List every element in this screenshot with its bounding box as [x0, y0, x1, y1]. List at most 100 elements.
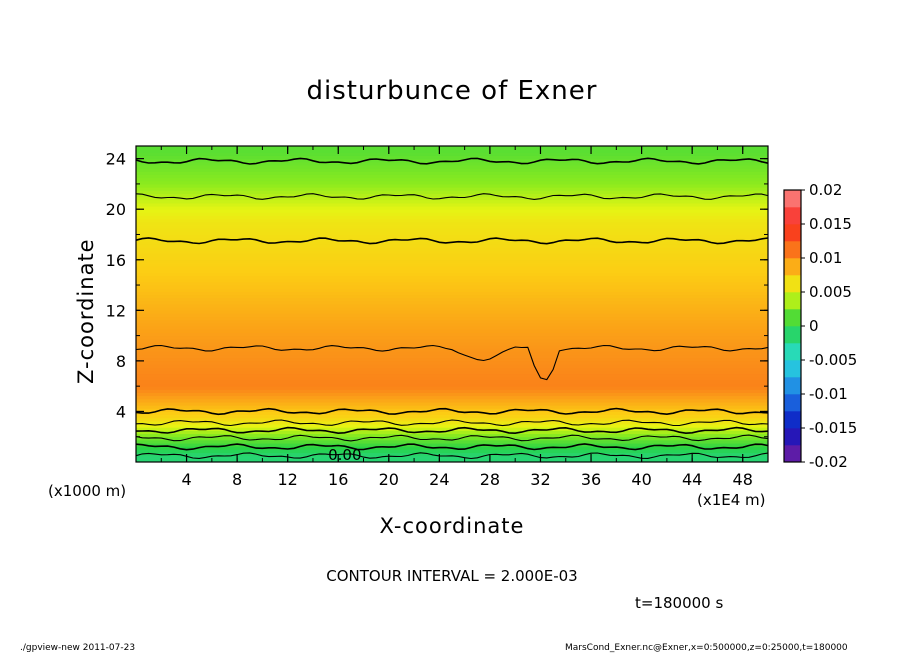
contour-line	[135, 237, 769, 245]
colorbar-segment	[784, 411, 801, 429]
colorbar-segment	[784, 428, 801, 446]
field-band	[136, 310, 768, 314]
y-tick-label: 4	[116, 402, 126, 421]
field-band	[136, 256, 768, 261]
field-band	[136, 146, 768, 150]
field-band	[136, 168, 768, 172]
field-band	[136, 376, 768, 381]
field-band	[136, 266, 768, 270]
field-band	[136, 149, 768, 153]
field-band	[136, 345, 768, 349]
field-band	[136, 313, 768, 318]
contour-interval-text: CONTOUR INTERVAL = 2.000E-03	[326, 567, 578, 585]
x-tick-label: 24	[429, 470, 449, 489]
field-band	[136, 424, 768, 428]
colorbar-label: 0.015	[809, 215, 852, 233]
field-band	[136, 221, 768, 226]
field-band	[136, 455, 768, 460]
colorbar-segment	[784, 275, 801, 293]
field-band	[136, 278, 768, 283]
field-band	[136, 269, 768, 273]
field-band	[136, 364, 768, 368]
field-band	[136, 341, 768, 346]
field-band	[136, 218, 768, 223]
x-tick-label: 36	[581, 470, 601, 489]
field-band	[136, 152, 768, 156]
colorbar-segment	[784, 360, 801, 378]
field-band	[136, 439, 768, 444]
field-band	[136, 389, 768, 393]
field-band	[136, 383, 768, 387]
x-tick-label: 12	[278, 470, 298, 489]
field-band	[136, 373, 768, 378]
field-band	[136, 253, 768, 258]
field-band	[136, 237, 768, 242]
contour-line	[135, 344, 769, 381]
field-band	[136, 300, 768, 305]
contour-line	[135, 157, 769, 165]
contour-label: 0.00	[328, 446, 361, 464]
colorbar-label: -0.02	[809, 453, 848, 471]
field-band	[136, 357, 768, 362]
field-band	[136, 354, 768, 359]
field-band	[136, 405, 768, 409]
chart-title: disturbunce of Exner	[306, 76, 598, 106]
colorbar-segment	[784, 190, 801, 208]
field-band	[136, 319, 768, 324]
field-band	[136, 215, 768, 220]
field-band	[136, 398, 768, 403]
field-band	[136, 433, 768, 438]
field-band	[136, 177, 768, 182]
x-tick-label: 44	[682, 470, 702, 489]
field-band	[136, 458, 768, 463]
field-band	[136, 401, 768, 406]
field-band	[136, 452, 768, 457]
field-band	[136, 335, 768, 340]
field-band	[136, 288, 768, 292]
field-band	[136, 386, 768, 390]
field-band	[136, 291, 768, 296]
field-band	[136, 272, 768, 277]
y-tick-label: 12	[106, 301, 126, 320]
colorbar-label: 0	[809, 317, 819, 335]
field-band	[136, 370, 768, 375]
field-band	[136, 326, 768, 330]
colorbar-label: 0.005	[809, 283, 852, 301]
field-band	[136, 367, 768, 371]
field-band	[136, 443, 768, 447]
field-band	[136, 225, 768, 229]
field-band	[136, 164, 768, 169]
field-band	[136, 234, 768, 239]
field-band	[136, 155, 768, 160]
colorbar-label: 0.02	[809, 181, 842, 199]
field-band	[136, 329, 768, 333]
footer-left: ./gpview-new 2011-07-23	[20, 643, 136, 653]
y-tick-label: 20	[106, 200, 126, 219]
field-band	[136, 420, 768, 425]
field-band	[136, 212, 768, 217]
x-axis-label: X-coordinate	[379, 514, 525, 538]
field-band	[136, 430, 768, 435]
field-band	[136, 262, 768, 267]
x-tick-label: 20	[379, 470, 399, 489]
colorbar-segment	[784, 326, 801, 344]
field-band	[136, 190, 768, 194]
field-band	[136, 360, 768, 365]
y-tick-label: 16	[106, 251, 126, 270]
field-band	[136, 243, 768, 248]
contour-line	[135, 407, 769, 416]
x-tick-label: 16	[328, 470, 348, 489]
y-tick-label: 24	[106, 150, 126, 169]
x-axis-unit: (x1E4 m)	[697, 491, 766, 509]
field-band	[136, 379, 768, 384]
contour-line	[135, 443, 769, 451]
footer-right: MarsCond_Exner.nc@Exner,x=0:500000,z=0:2…	[565, 643, 848, 653]
field-band	[136, 187, 768, 191]
field-band	[136, 199, 768, 204]
field-band	[136, 209, 768, 213]
field-band	[136, 171, 768, 175]
field-band	[136, 427, 768, 431]
y-axis-unit: (x1000 m)	[48, 482, 127, 500]
field-band	[136, 231, 768, 235]
